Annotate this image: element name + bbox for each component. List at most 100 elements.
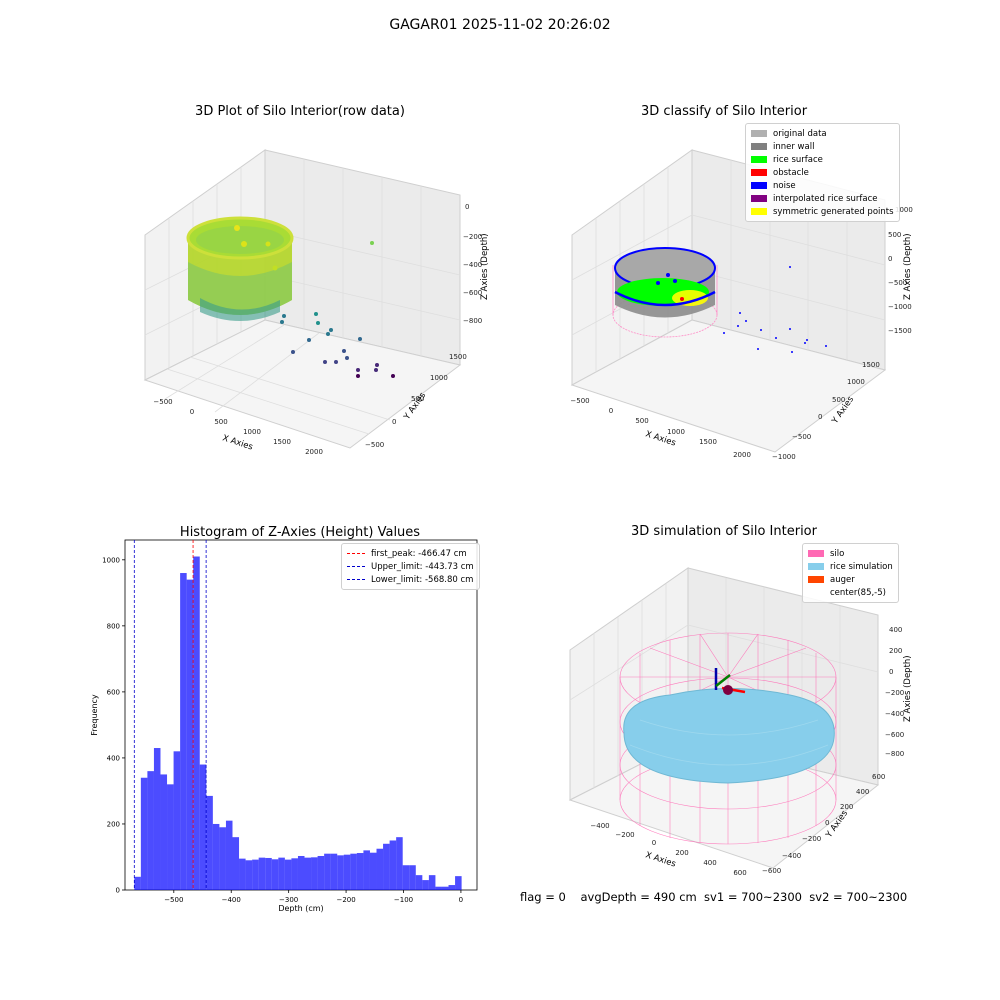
histogram-bar	[212, 823, 220, 890]
simulation-z-tick: 400	[889, 626, 902, 634]
histogram-bar	[278, 857, 285, 890]
classify-y-tick: 1000	[847, 378, 865, 386]
legend-item-rice-simulation: rice simulation	[808, 560, 893, 573]
raw-x-tick: 1000	[243, 428, 261, 436]
legend-swatch	[751, 208, 767, 215]
raw-x-tick: 1500	[273, 438, 291, 446]
classify-z-tick: −1500	[888, 327, 912, 335]
legend-item-lower-limit: Lower_limit: -568.80 cm	[347, 573, 474, 586]
classify-z-tick: −500	[888, 279, 907, 287]
simulation-y-tick: −200	[802, 835, 821, 843]
legend-label: Upper_limit: -443.73 cm	[371, 561, 474, 572]
histogram-x-tick-label: −400	[222, 896, 241, 904]
histogram-bar	[441, 886, 449, 890]
legend-line	[347, 553, 365, 554]
histogram-x-tick-label: −200	[336, 896, 355, 904]
raw-x-label: X Axies	[221, 433, 254, 452]
legend-swatch	[808, 576, 824, 583]
legend-label: Lower_limit: -568.80 cm	[371, 574, 474, 585]
raw-z-tick: −800	[463, 317, 482, 325]
legend-item-symmetric: symmetric generated points	[751, 205, 894, 218]
raw-z-tick: 0	[465, 203, 469, 211]
histogram-bar	[186, 579, 194, 890]
legend-label: center(85,-5)	[830, 587, 886, 598]
simulation-y-ticks: −600 −400 −200 0 200 400 600	[762, 773, 885, 875]
classify-y-tick: 0	[818, 413, 822, 421]
histogram-bar	[350, 853, 357, 890]
histogram-y-ticks: 0 200 400 600 800 1000	[102, 556, 125, 895]
histogram-reference-lines	[133, 540, 207, 890]
raw-y-tick: 1500	[449, 353, 467, 361]
simulation-z-ticks: 400 200 0 −200 −400 −600 −800	[885, 626, 904, 758]
histogram-bar	[376, 848, 384, 890]
classify-z-tick: 500	[888, 231, 901, 239]
legend-label: interpolated rice surface	[773, 193, 878, 204]
histogram-y-tick-label: 0	[116, 887, 120, 895]
histogram-bar	[258, 857, 266, 890]
histogram-bar	[252, 859, 259, 890]
simulation-z-tick: −800	[885, 750, 904, 758]
histogram-bar	[245, 860, 253, 890]
histogram-bar	[232, 837, 240, 890]
legend-item-auger: auger	[808, 573, 893, 586]
simulation-x-tick: 200	[675, 849, 688, 857]
rice-simulation-surface	[623, 688, 835, 784]
classify-z-tick: −1000	[888, 303, 912, 311]
simulation-y-tick: 200	[840, 803, 853, 811]
histogram-bar	[206, 795, 213, 890]
histogram-bar	[134, 876, 141, 890]
legend-swatch	[808, 589, 824, 596]
histogram-bar	[356, 853, 364, 890]
histogram-bar	[265, 857, 272, 890]
simulation-x-label: X Axies	[644, 850, 677, 869]
histogram-bar	[337, 855, 344, 890]
classify-y-ticks: −1000 −500 0 500 1000 1500	[772, 361, 880, 461]
simulation-y-tick: −600	[762, 867, 781, 875]
histogram-y-tick-label: 600	[107, 688, 120, 696]
legend-swatch	[751, 156, 767, 163]
histogram-bar	[396, 837, 403, 890]
raw-z-ticks: 0 −200 −400 −600 −800	[463, 203, 482, 325]
simulation-y-tick: 600	[872, 773, 885, 781]
classify-y-tick: −1000	[772, 453, 796, 461]
classify-3d-plot: −500 0 500 1000 1500 2000 X Axies −1000 …	[570, 149, 913, 461]
histogram-y-tick-label: 1000	[102, 556, 120, 564]
histogram-bar	[415, 875, 423, 890]
classify-x-tick: 1000	[667, 428, 685, 436]
legend-label: rice surface	[773, 154, 823, 165]
histogram-bar	[271, 859, 279, 890]
histogram-bar	[428, 875, 436, 890]
legend-item-original-data: original data	[751, 127, 894, 140]
histogram-bar	[448, 885, 456, 890]
legend-item-first-peak: first_peak: -466.47 cm	[347, 547, 474, 560]
simulation-x-tick: −200	[615, 831, 634, 839]
raw-z-tick: −400	[463, 261, 482, 269]
raw-x-ticks: −500 0 500 1000 1500 2000	[153, 398, 323, 456]
raw-axes-box	[143, 149, 462, 449]
simulation-3d-plot: −400 −200 0 200 400 600 X Axies −600 −40…	[568, 567, 913, 877]
histogram-bar	[369, 852, 377, 890]
legend-swatch	[808, 550, 824, 557]
histogram-bar	[324, 853, 331, 890]
raw-silo-points	[186, 216, 294, 321]
classify-z-tick: 1000	[895, 206, 913, 214]
legend-label: silo	[830, 548, 845, 559]
histogram-bars	[134, 556, 462, 890]
simulation-z-tick: −600	[885, 731, 904, 739]
histogram-bar	[455, 876, 462, 890]
legend-swatch	[751, 143, 767, 150]
raw-x-tick: 0	[190, 408, 194, 416]
histogram-bar	[239, 858, 246, 890]
histogram-bar	[140, 777, 148, 890]
raw-y-tick: −500	[365, 441, 384, 449]
classify-y-tick: 500	[832, 396, 845, 404]
classify-x-tick: 2000	[733, 451, 751, 459]
histogram-bar	[219, 827, 226, 890]
histogram-bar	[304, 857, 312, 890]
legend-label: noise	[773, 180, 796, 191]
histogram-y-label: Frequency	[90, 694, 99, 736]
classify-legend: original data inner wall rice surface ob…	[745, 123, 900, 222]
histogram-bar	[225, 820, 233, 890]
histogram-x-tick-label: −100	[394, 896, 413, 904]
legend-item-interpolated: interpolated rice surface	[751, 192, 894, 205]
